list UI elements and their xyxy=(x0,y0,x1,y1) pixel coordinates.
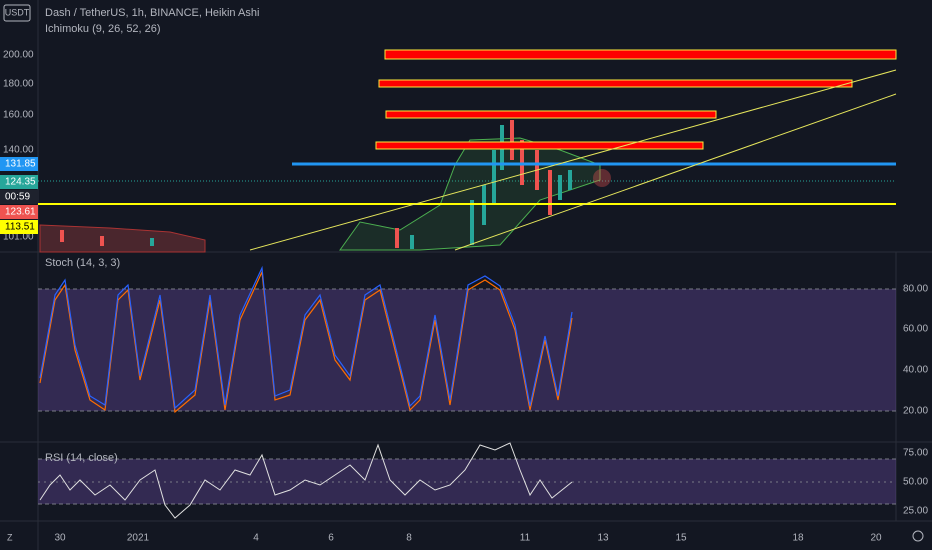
candle xyxy=(150,238,154,246)
zoom-button[interactable]: Z xyxy=(7,532,13,542)
price-label: 180.00 xyxy=(3,79,34,90)
level-box xyxy=(378,79,853,88)
price-tag: 131.85 xyxy=(5,159,36,170)
right-axis: 80.00 60.00 40.00 20.00 75.00 50.00 25.00 xyxy=(903,284,928,517)
rsi-axis-label: 75.00 xyxy=(903,448,928,459)
stoch-panel xyxy=(38,265,896,414)
marker xyxy=(593,169,611,187)
stoch-axis-label: 20.00 xyxy=(903,406,928,417)
candle xyxy=(100,236,104,246)
band xyxy=(38,289,896,411)
cloud xyxy=(39,224,206,253)
time-label: 30 xyxy=(54,533,66,544)
price-tag: 113.51 xyxy=(5,222,35,233)
time-label: 2021 xyxy=(127,533,150,544)
time-label: 13 xyxy=(597,533,609,544)
price-tag-bg xyxy=(0,190,38,204)
stoch-axis-label: 40.00 xyxy=(903,365,928,376)
currency-box[interactable] xyxy=(3,4,31,22)
price-tag-bg xyxy=(0,175,38,189)
rsi-line xyxy=(39,442,573,519)
price-tag: 00:59 xyxy=(5,192,30,203)
time-label: 20 xyxy=(870,533,882,544)
indicator-label[interactable]: Stoch (14, 3, 3) xyxy=(45,257,120,269)
stoch-axis-label: 80.00 xyxy=(903,284,928,295)
price-tag-bg xyxy=(0,157,38,171)
time-label: 6 xyxy=(328,533,334,544)
currency[interactable]: USDT xyxy=(5,7,30,17)
price-axis: 200.00 180.00 160.00 140.00 101.00 xyxy=(3,50,34,243)
price-tags: 131.85 124.35 00:59 123.61 113.51 xyxy=(0,157,38,234)
price-tag: 123.61 xyxy=(5,207,36,218)
candle xyxy=(470,200,474,245)
level-box xyxy=(385,110,717,119)
candle xyxy=(410,235,414,249)
settings-icon[interactable] xyxy=(912,530,924,542)
level-box xyxy=(384,49,897,60)
rsi-axis-label: 25.00 xyxy=(903,506,928,517)
price-label: 200.00 xyxy=(3,50,34,61)
indicator-label[interactable]: RSI (14, close) xyxy=(45,452,118,464)
price-tag-bg xyxy=(0,220,38,234)
price-tag-bg xyxy=(0,205,38,219)
price-label: 101.00 xyxy=(3,232,34,243)
main-panel xyxy=(38,49,897,253)
candle xyxy=(510,120,514,160)
candle xyxy=(568,170,572,190)
stoch-k xyxy=(39,265,573,410)
time-label: 4 xyxy=(253,533,259,544)
trend-line xyxy=(454,93,897,251)
candle xyxy=(558,175,562,200)
rsi-axis-label: 50.00 xyxy=(903,477,928,488)
header: USDT Dash / TetherUS, 1h, BINANCE, Heiki… xyxy=(3,4,259,464)
time-label: 11 xyxy=(520,533,531,544)
stoch-axis-label: 60.00 xyxy=(903,324,928,335)
symbol: Dash / TetherUS, 1h, BINANCE, Heikin Ash… xyxy=(45,7,259,19)
candle xyxy=(60,230,64,242)
candle xyxy=(492,150,496,205)
time-label: 8 xyxy=(406,533,412,544)
price-label: 160.00 xyxy=(3,110,34,121)
time-label: 18 xyxy=(792,533,804,544)
price-label: 140.00 xyxy=(3,145,34,156)
rsi-panel xyxy=(38,442,896,519)
trend-line xyxy=(249,69,897,251)
indicator-label[interactable]: Ichimoku (9, 26, 52, 26) xyxy=(45,23,161,35)
candle xyxy=(395,228,399,248)
time-axis: 30 2021 4 6 8 11 13 15 18 20 xyxy=(54,533,882,544)
time-label: 15 xyxy=(675,533,687,544)
candle xyxy=(548,170,552,215)
level-box xyxy=(375,141,704,150)
price-tag: 124.35 xyxy=(5,177,36,188)
